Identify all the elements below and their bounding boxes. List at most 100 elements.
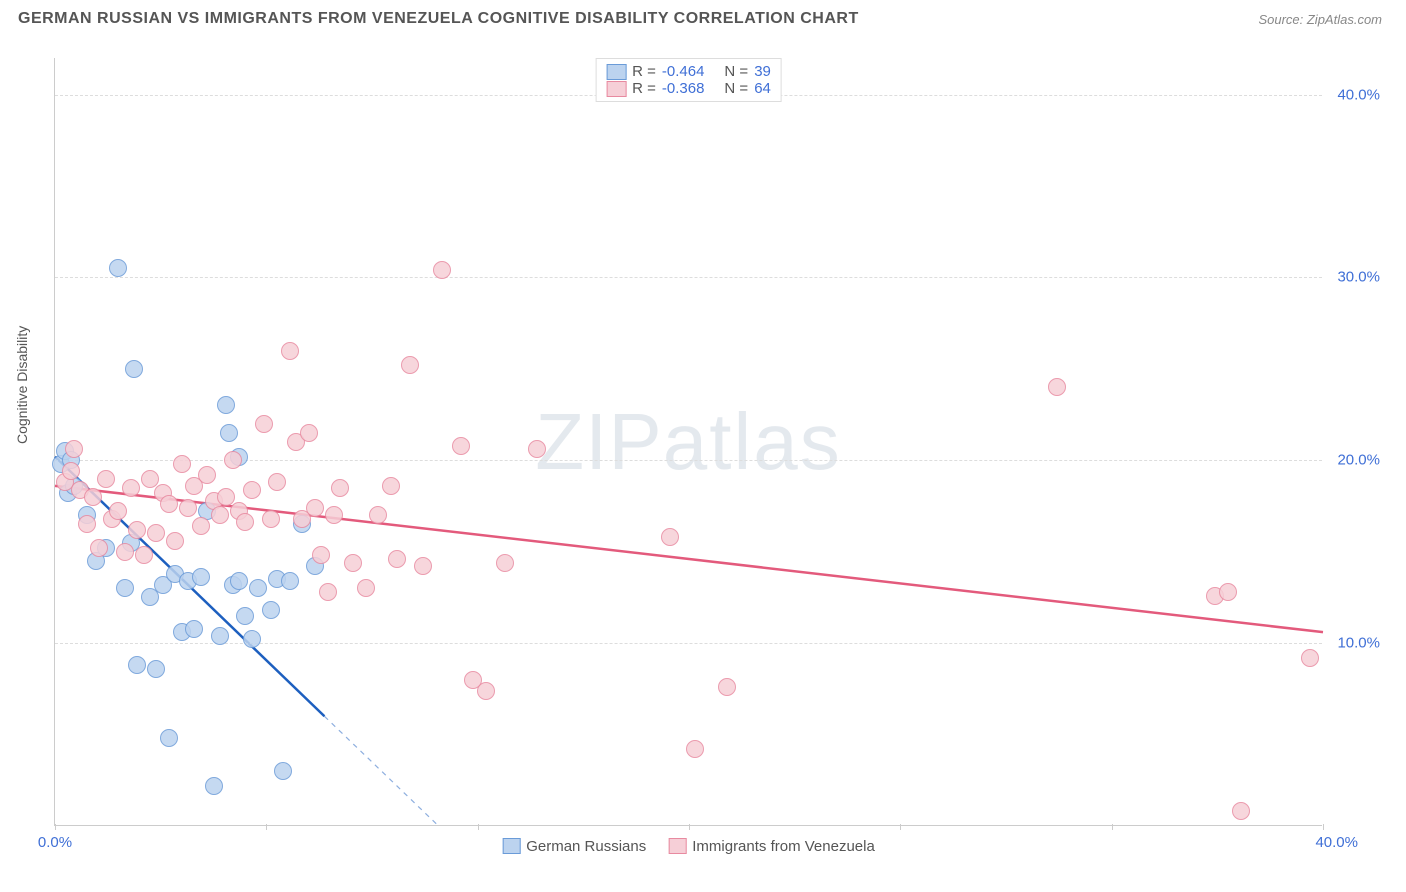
- scatter-point: [211, 627, 229, 645]
- scatter-point: [109, 502, 127, 520]
- scatter-point: [274, 762, 292, 780]
- scatter-point: [433, 261, 451, 279]
- scatter-point: [388, 550, 406, 568]
- scatter-point: [166, 532, 184, 550]
- chart-container: Cognitive Disability ZIPatlas R = -0.464…: [18, 44, 1388, 884]
- scatter-point: [185, 620, 203, 638]
- scatter-point: [128, 656, 146, 674]
- scatter-point: [192, 517, 210, 535]
- series-2-r-value: -0.368: [662, 80, 705, 97]
- gridline: [55, 277, 1322, 278]
- x-tick-mark: [900, 824, 901, 830]
- scatter-point: [179, 499, 197, 517]
- x-tick-mark: [689, 824, 690, 830]
- x-tick-mark: [1112, 824, 1113, 830]
- trend-line-extrapolate: [324, 716, 438, 826]
- r-label: R =: [632, 63, 656, 80]
- legend-swatch-2: [668, 838, 686, 854]
- scatter-point: [452, 437, 470, 455]
- scatter-point: [369, 506, 387, 524]
- scatter-point: [312, 546, 330, 564]
- scatter-point: [496, 554, 514, 572]
- scatter-point: [477, 682, 495, 700]
- x-tick-mark: [55, 824, 56, 830]
- scatter-point: [128, 521, 146, 539]
- r-label: R =: [632, 80, 656, 97]
- scatter-point: [84, 488, 102, 506]
- scatter-point: [300, 424, 318, 442]
- legend-swatch-1: [502, 838, 520, 854]
- scatter-point: [325, 506, 343, 524]
- scatter-point: [160, 729, 178, 747]
- series-2-swatch: [606, 81, 626, 97]
- x-tick-mark: [266, 824, 267, 830]
- scatter-point: [97, 470, 115, 488]
- stats-row-1: R = -0.464 N = 39: [606, 63, 771, 80]
- x-tick-mark: [478, 824, 479, 830]
- scatter-point: [141, 470, 159, 488]
- legend-item-2: Immigrants from Venezuela: [668, 838, 875, 855]
- scatter-point: [414, 557, 432, 575]
- scatter-point: [686, 740, 704, 758]
- scatter-point: [281, 572, 299, 590]
- x-tick-label: 40.0%: [1315, 834, 1358, 851]
- scatter-point: [160, 495, 178, 513]
- scatter-point: [230, 572, 248, 590]
- series-1-r-value: -0.464: [662, 63, 705, 80]
- scatter-point: [125, 360, 143, 378]
- scatter-point: [255, 415, 273, 433]
- scatter-point: [1301, 649, 1319, 667]
- scatter-point: [319, 583, 337, 601]
- scatter-point: [173, 455, 191, 473]
- scatter-point: [243, 481, 261, 499]
- y-tick-label: 40.0%: [1337, 86, 1380, 103]
- y-tick-label: 20.0%: [1337, 452, 1380, 469]
- n-label: N =: [724, 63, 748, 80]
- scatter-point: [78, 515, 96, 533]
- scatter-point: [262, 601, 280, 619]
- scatter-point: [357, 579, 375, 597]
- scatter-point: [65, 440, 83, 458]
- chart-source: Source: ZipAtlas.com: [1258, 12, 1382, 27]
- scatter-point: [116, 579, 134, 597]
- scatter-point: [718, 678, 736, 696]
- scatter-point: [1232, 802, 1250, 820]
- scatter-point: [1048, 378, 1066, 396]
- scatter-point: [217, 396, 235, 414]
- legend-label-1: German Russians: [526, 838, 646, 855]
- scatter-point: [62, 462, 80, 480]
- scatter-point: [109, 259, 127, 277]
- scatter-point: [135, 546, 153, 564]
- scatter-point: [344, 554, 362, 572]
- scatter-point: [306, 499, 324, 517]
- scatter-point: [122, 479, 140, 497]
- scatter-point: [401, 356, 419, 374]
- plot-area: ZIPatlas R = -0.464 N = 39 R = -0.368 N …: [54, 58, 1322, 826]
- scatter-point: [211, 506, 229, 524]
- scatter-point: [331, 479, 349, 497]
- legend-item-1: German Russians: [502, 838, 646, 855]
- scatter-point: [116, 543, 134, 561]
- y-tick-label: 30.0%: [1337, 269, 1380, 286]
- stats-row-2: R = -0.368 N = 64: [606, 80, 771, 97]
- scatter-point: [224, 451, 242, 469]
- scatter-point: [147, 660, 165, 678]
- series-legend: German Russians Immigrants from Venezuel…: [502, 838, 875, 855]
- scatter-point: [262, 510, 280, 528]
- series-2-n-value: 64: [754, 80, 771, 97]
- scatter-point: [236, 513, 254, 531]
- y-axis-label: Cognitive Disability: [14, 326, 30, 444]
- scatter-point: [192, 568, 210, 586]
- series-1-n-value: 39: [754, 63, 771, 80]
- scatter-point: [382, 477, 400, 495]
- plot-svg: [55, 58, 1323, 826]
- series-1-swatch: [606, 64, 626, 80]
- y-tick-label: 10.0%: [1337, 635, 1380, 652]
- scatter-point: [243, 630, 261, 648]
- scatter-point: [90, 539, 108, 557]
- scatter-point: [217, 488, 235, 506]
- x-tick-label: 0.0%: [38, 834, 72, 851]
- scatter-point: [1219, 583, 1237, 601]
- scatter-point: [198, 466, 216, 484]
- stats-legend: R = -0.464 N = 39 R = -0.368 N = 64: [595, 58, 782, 102]
